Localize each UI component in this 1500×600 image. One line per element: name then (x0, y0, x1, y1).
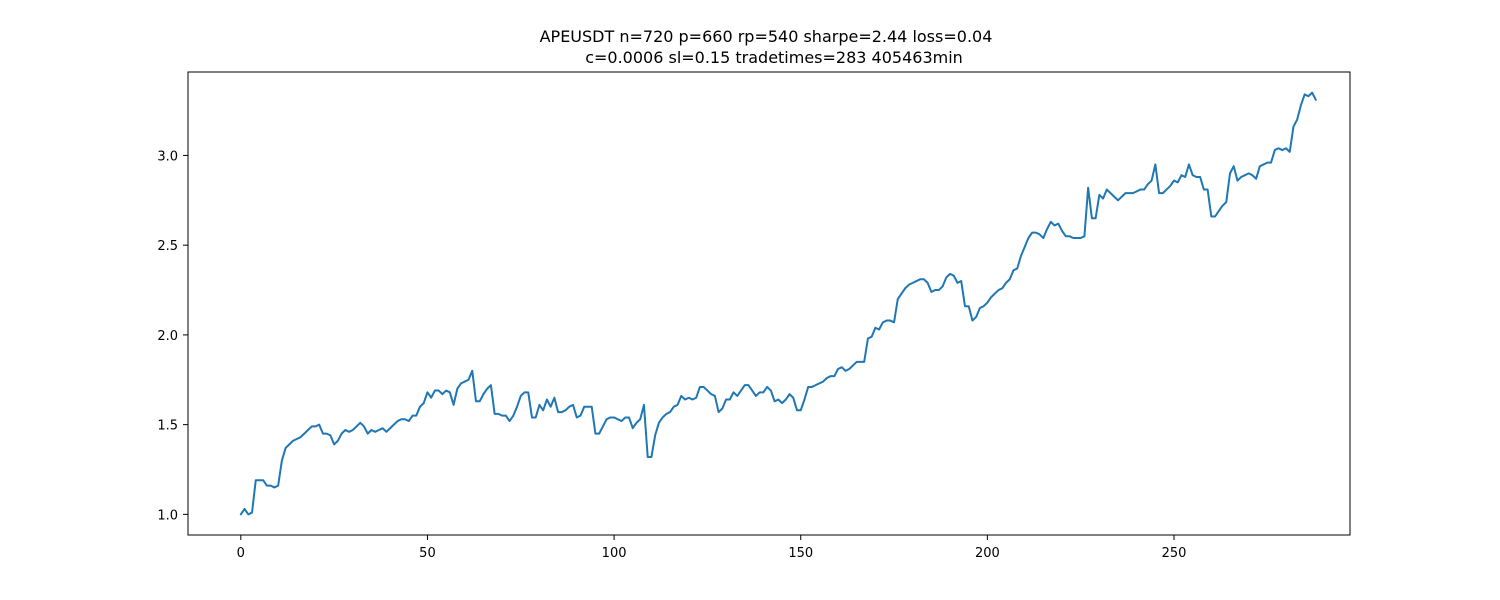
x-tick-label: 250 (1162, 546, 1187, 561)
x-tick-label: 100 (602, 546, 627, 561)
x-tick-label: 200 (975, 546, 1000, 561)
plot-area-frame (187, 71, 1351, 536)
series-line (239, 91, 1317, 516)
y-tick-label: 2.5 (157, 239, 178, 254)
y-tick-label: 2.0 (157, 329, 178, 344)
y-tick-label: 1.0 (157, 508, 178, 523)
y-tick-label: 1.5 (157, 419, 178, 434)
y-axis: 1.0 1.5 2.0 2.5 3.0 (157, 149, 188, 523)
chart-title: APEUSDT n=720 p=660 rp=540 sharpe=2.44 l… (540, 27, 993, 46)
chart-subtitle: c=0.0006 sl=0.15 tradetimes=283 405463mi… (585, 48, 963, 67)
x-tick-label: 0 (237, 546, 245, 561)
y-tick-label: 3.0 (157, 149, 178, 164)
x-tick-label: 50 (419, 546, 436, 561)
x-axis: 0 50 100 150 200 250 (237, 535, 1187, 561)
x-tick-label: 150 (788, 546, 813, 561)
